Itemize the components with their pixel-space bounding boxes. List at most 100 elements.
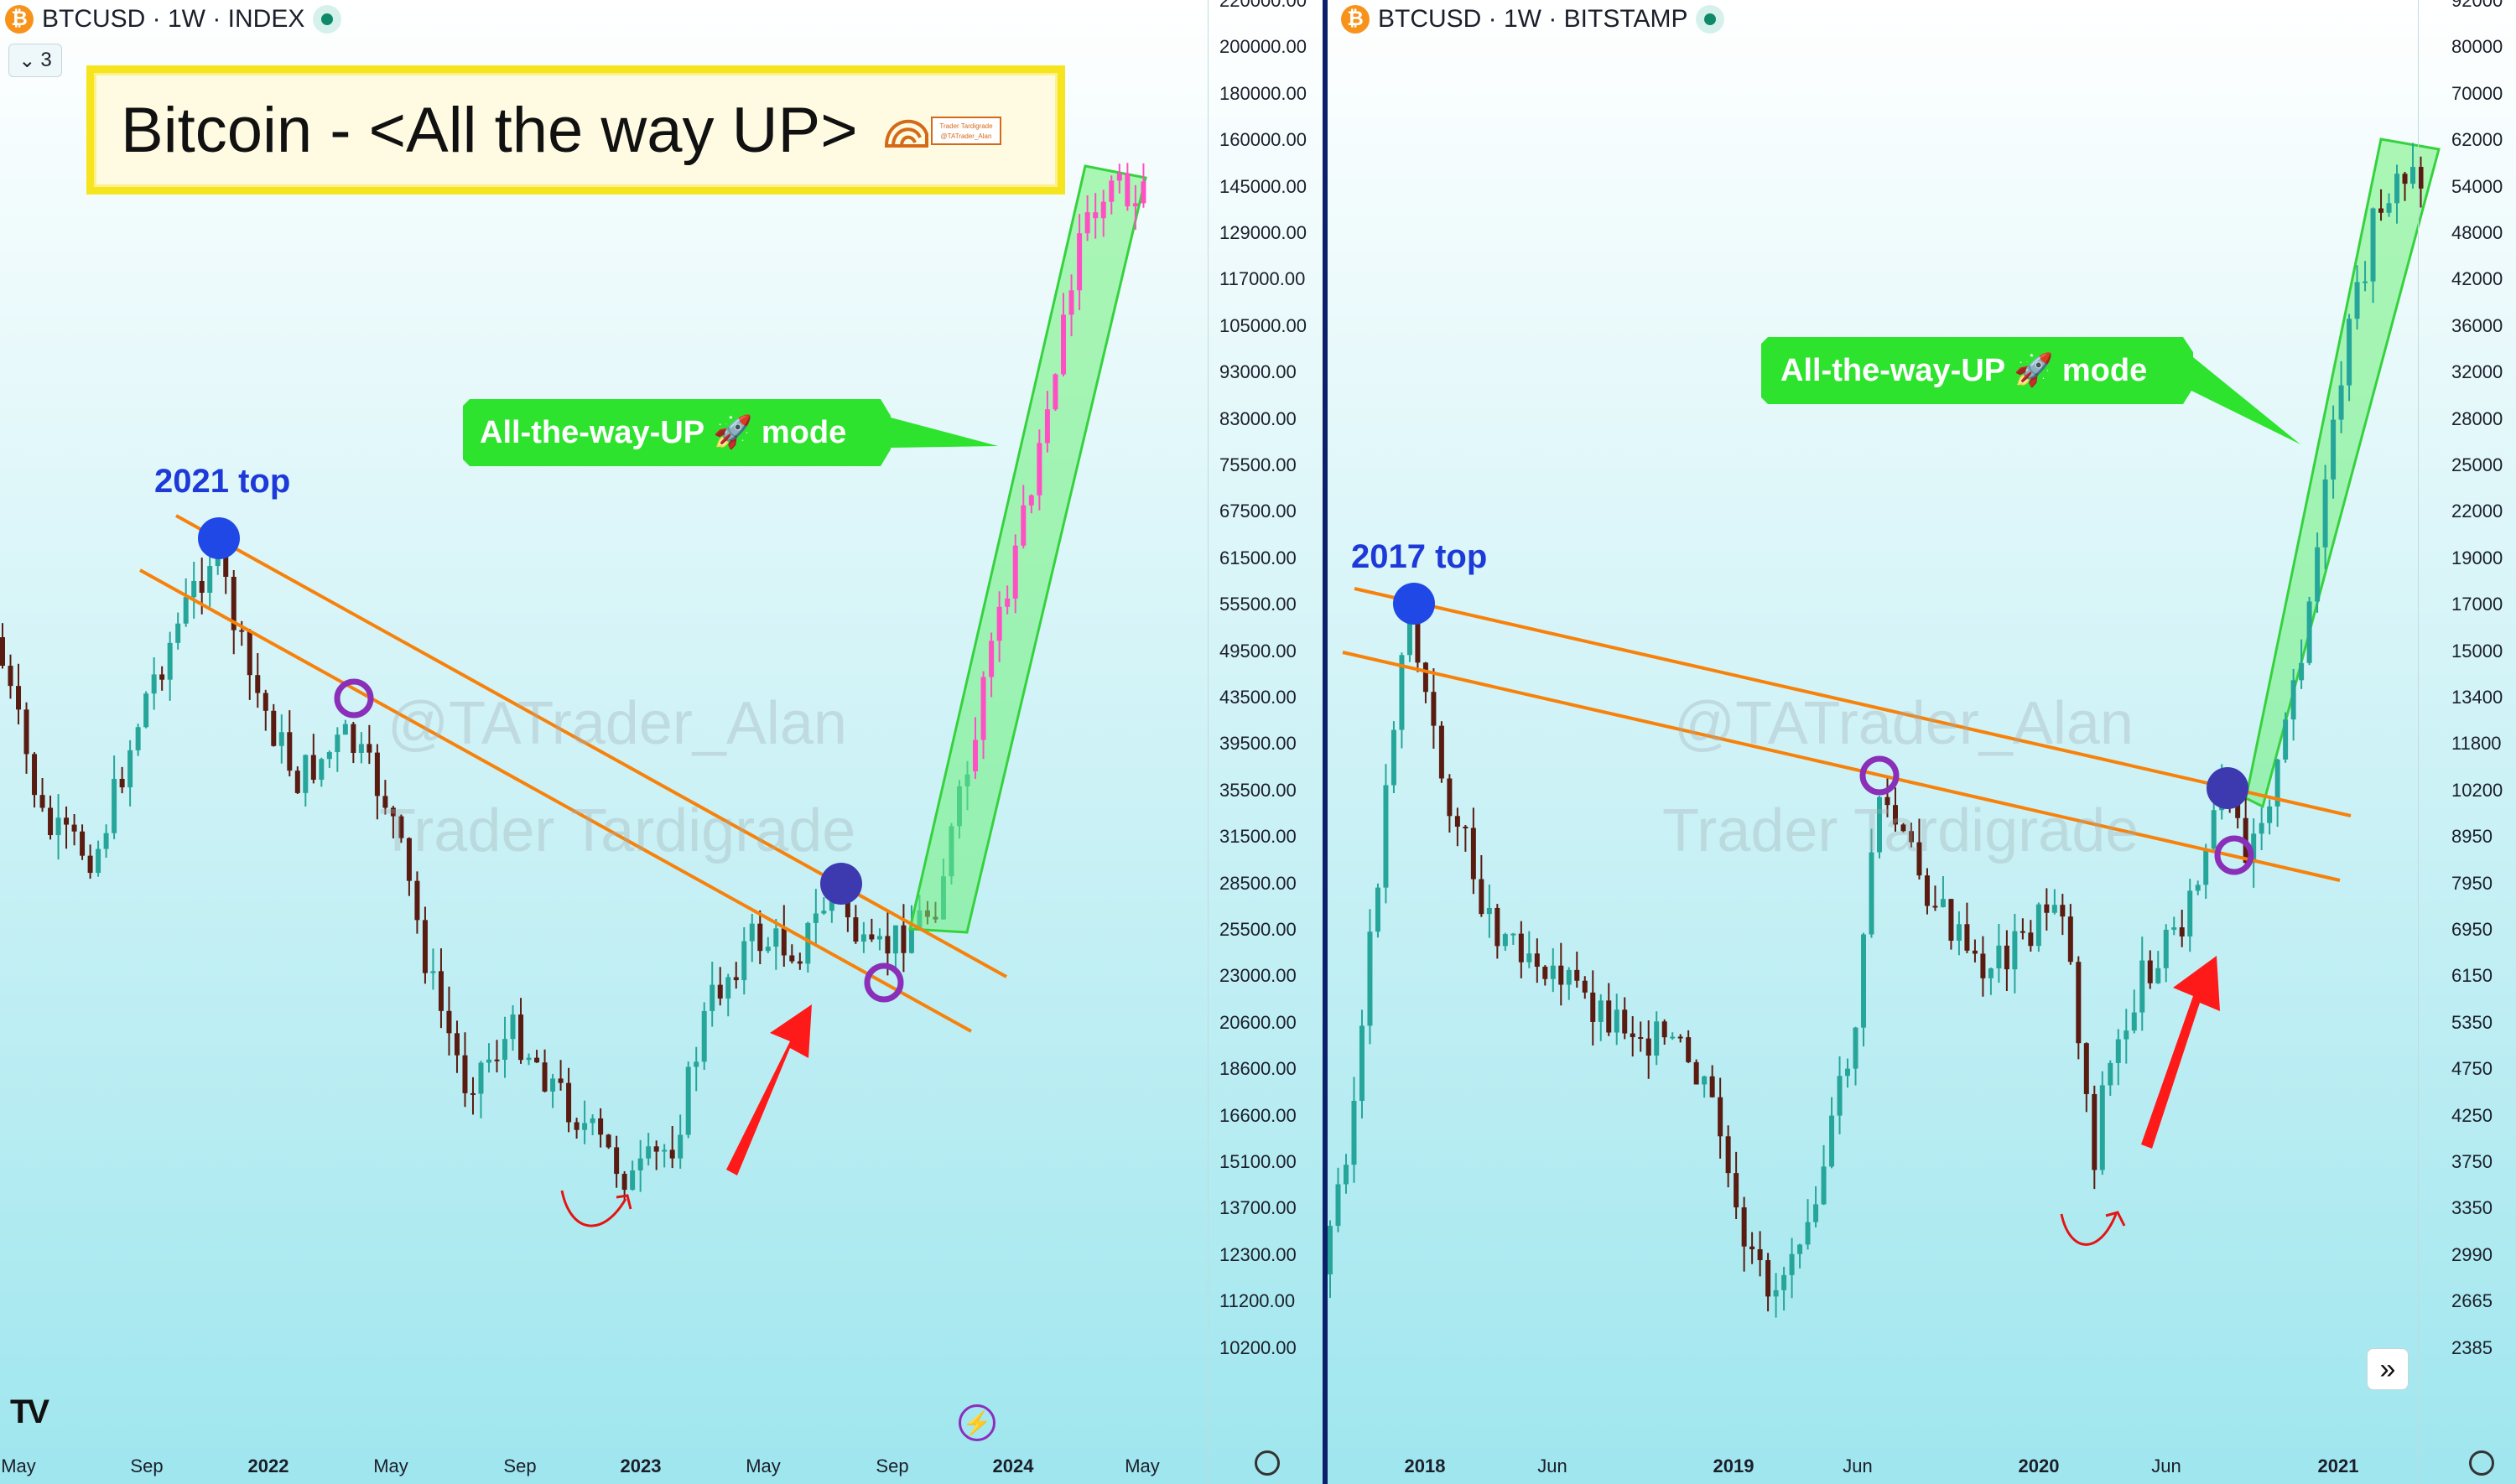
candle-body — [87, 855, 93, 874]
price-tick-label: 35500.00 — [1219, 779, 1297, 801]
left-callout-label: All-the-way-UP 🚀 mode — [480, 415, 847, 450]
candle-body — [566, 1082, 572, 1123]
candle-body — [1622, 1009, 1628, 1034]
candle-body — [1940, 899, 1946, 907]
candle-body — [2171, 927, 2177, 930]
candle-body — [478, 1062, 484, 1094]
pane-divider[interactable] — [1323, 0, 1328, 1484]
candle-body — [2012, 931, 2018, 970]
price-tick-label: 6150 — [2451, 965, 2493, 987]
tradingview-logo-icon[interactable]: TV — [10, 1393, 49, 1430]
left-symbol-label: BTCUSD · 1W · INDEX — [42, 5, 305, 33]
price-tick-label: 17000 — [2451, 594, 2503, 615]
candle-body — [294, 771, 300, 793]
candle-body — [2028, 932, 2034, 947]
time-tick-label: Jun — [2151, 1455, 2181, 1476]
candle-body — [446, 1010, 452, 1034]
price-tick-label: 32000 — [2451, 361, 2503, 383]
right-chart-pane[interactable]: ₿ BTCUSD · 1W · BITSTAMP @TATrader_Alan … — [1328, 0, 2516, 1484]
candle-body — [8, 666, 13, 687]
double-chevron-right-icon[interactable]: » — [2367, 1348, 2409, 1390]
right-watermark-brand: Trader Tardigrade — [1662, 797, 2139, 864]
candle-body — [1773, 1289, 1779, 1297]
time-tick-label: May — [746, 1455, 781, 1476]
candle-body — [1141, 181, 1146, 204]
price-tick-label: 55500.00 — [1219, 594, 1297, 615]
candle-body — [0, 637, 5, 667]
time-tick-label: Sep — [503, 1455, 537, 1476]
candle-body — [2044, 904, 2050, 913]
candle-body — [1431, 692, 1437, 726]
price-tick-label: 48000 — [2451, 222, 2503, 243]
left-top-label: 2021 top — [154, 463, 291, 500]
candle-body — [1964, 924, 1970, 951]
left-symbol-header[interactable]: ₿ BTCUSD · 1W · INDEX — [5, 5, 342, 34]
left-up-channel — [908, 164, 1147, 934]
right-price-scale-border — [2418, 0, 2419, 1484]
candle-body — [2115, 1039, 2121, 1063]
right-price-candles — [1328, 143, 2424, 1318]
candle-body — [1502, 934, 1508, 947]
price-tick-label: 67500.00 — [1219, 501, 1297, 522]
candle-body — [247, 630, 252, 676]
candle-body — [733, 977, 739, 981]
candle-body — [1869, 852, 1874, 935]
time-tick-label: May — [373, 1455, 408, 1476]
candle-body — [71, 824, 77, 832]
candle-body — [1367, 931, 1373, 1026]
price-tick-label: 83000.00 — [1219, 407, 1297, 429]
candle-body — [342, 724, 348, 735]
logo-line-2: @TATrader_Alan — [940, 132, 991, 140]
candle-body — [1093, 212, 1099, 219]
candle-body — [669, 1149, 675, 1159]
candle-body — [2051, 905, 2057, 913]
left-chart-canvas[interactable] — [0, 0, 1323, 1484]
price-tick-label: 61500.00 — [1219, 547, 1297, 568]
right-chart-canvas[interactable] — [1328, 0, 2516, 1484]
candle-body — [119, 778, 125, 788]
settings-gear-icon[interactable] — [2469, 1450, 2494, 1476]
candle-body — [2402, 174, 2408, 184]
settings-gear-icon[interactable] — [1255, 1450, 1280, 1476]
candle-body — [2394, 174, 2400, 204]
candle-body — [1343, 1165, 1349, 1185]
candle-body — [1638, 1037, 1644, 1040]
candle-body — [1797, 1244, 1803, 1254]
candle-body — [821, 911, 827, 914]
price-tick-label: 15000 — [2451, 640, 2503, 662]
left-breakout-marker — [820, 863, 862, 905]
chart-title-banner: Bitcoin - <All the way UP> Trader Tardig… — [86, 65, 1065, 195]
candle-body — [590, 1118, 595, 1123]
candle-body — [1100, 201, 1106, 219]
candle-body — [2259, 822, 2264, 834]
candle-body — [2315, 547, 2321, 602]
right-up-arrow — [2141, 956, 2220, 1149]
candle-body — [406, 838, 412, 881]
right-symbol-header[interactable]: ₿ BTCUSD · 1W · BITSTAMP — [1341, 5, 1725, 34]
candle-body — [207, 566, 213, 593]
candle-body — [80, 831, 86, 856]
price-tick-label: 22000 — [2451, 501, 2503, 522]
candle-body — [646, 1146, 652, 1159]
time-tick-label: Sep — [130, 1455, 164, 1476]
candle-body — [1558, 965, 1564, 985]
candle-body — [2092, 1093, 2098, 1170]
candle-body — [797, 961, 803, 964]
candle-body — [1566, 969, 1572, 985]
candle-body — [287, 732, 293, 771]
left-chart-pane[interactable]: ₿ BTCUSD · 1W · INDEX ⌄ 3 Bitcoin - <All… — [0, 0, 1323, 1484]
candle-body — [1021, 505, 1027, 546]
indicators-collapse-button[interactable]: ⌄ 3 — [8, 44, 62, 77]
right-top-marker — [1393, 583, 1435, 625]
left-projected-candles — [973, 163, 1146, 779]
candle-body — [470, 1092, 476, 1095]
price-tick-label: 11800 — [2451, 733, 2502, 755]
candle-body — [582, 1123, 588, 1130]
candle-body — [2163, 929, 2169, 968]
flash-icon[interactable]: ⚡ — [959, 1404, 995, 1441]
price-tick-label: 13700.00 — [1219, 1197, 1297, 1219]
price-tick-label: 23000.00 — [1219, 965, 1297, 987]
candle-body — [351, 724, 356, 753]
candle-body — [1821, 1166, 1827, 1205]
candle-body — [326, 752, 332, 760]
